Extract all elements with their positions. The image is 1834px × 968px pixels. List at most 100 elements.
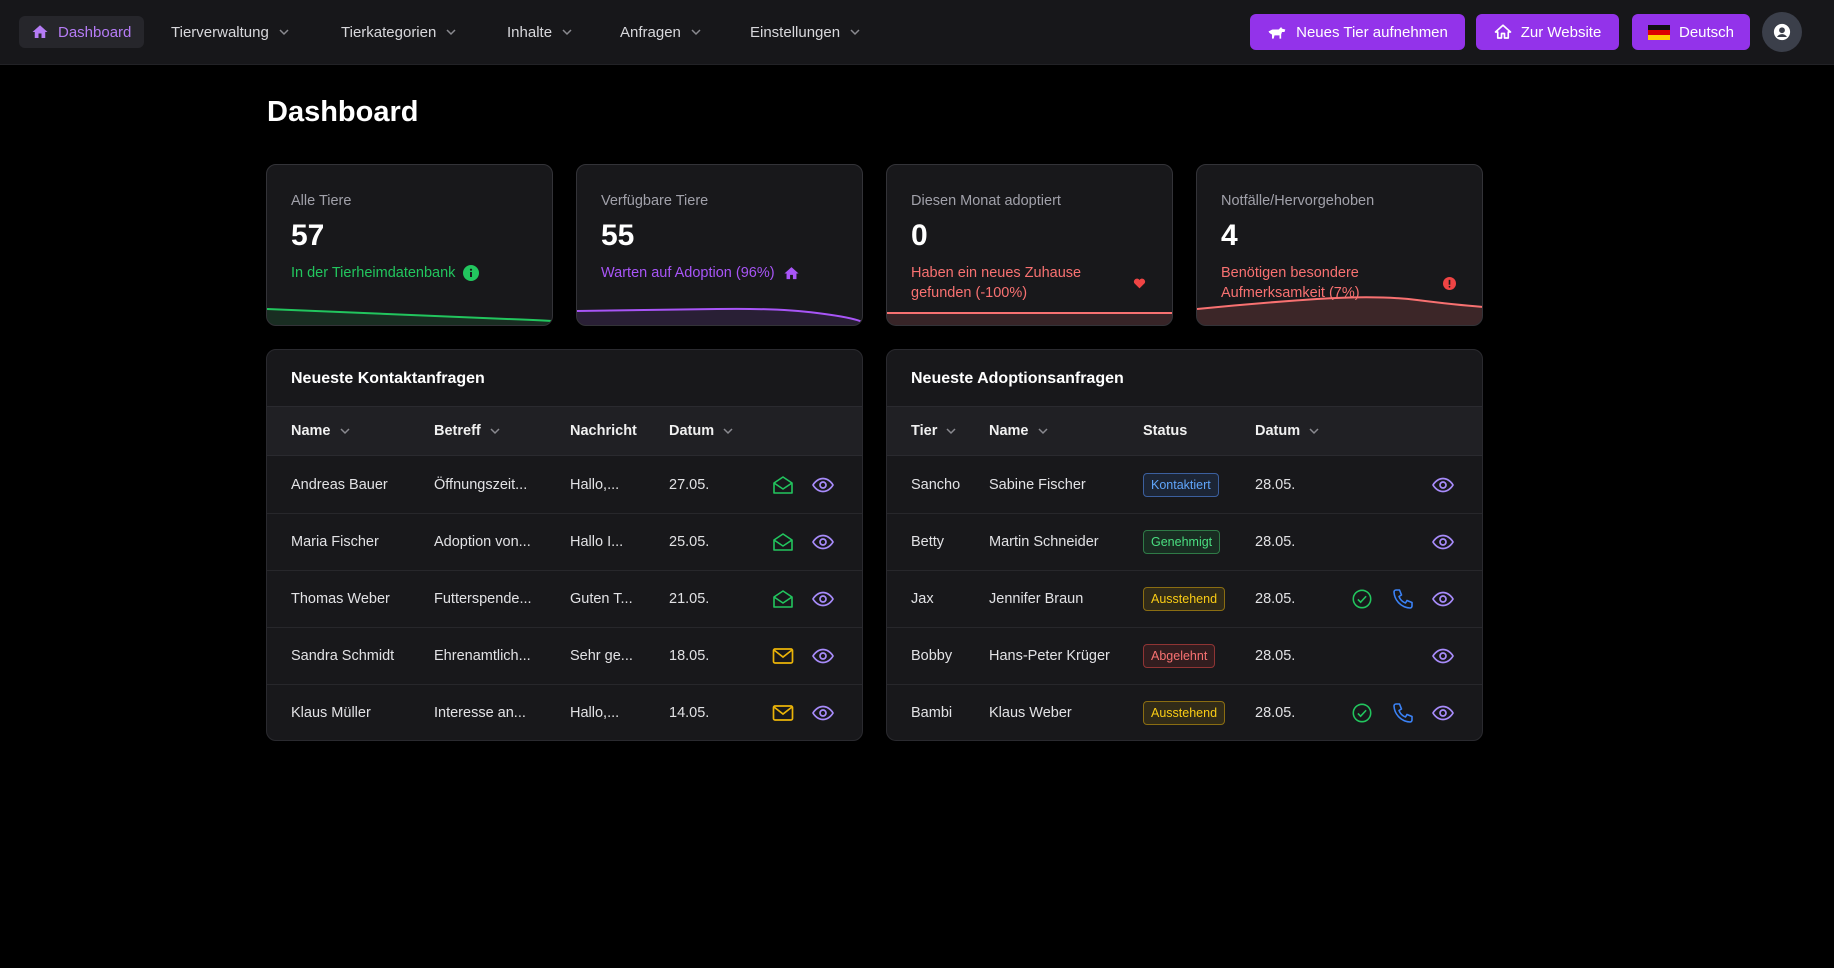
stat-card-emergencies: Notfälle/Hervorgehoben 4 Benötigen beson… [1196,164,1483,326]
user-avatar[interactable] [1762,12,1802,52]
alert-icon [1443,277,1456,290]
website-button[interactable]: Zur Website [1476,14,1619,50]
cell-animal: Betty [911,534,945,550]
status-badge: Abgelehnt [1143,644,1216,668]
column-header-status: Status [1143,423,1187,439]
user-circle-icon [1773,23,1791,41]
new-animal-button[interactable]: Neues Tier aufnehmen [1250,14,1465,50]
cell-name: Andreas Bauer [291,477,388,493]
mark-unread-button[interactable] [771,530,795,559]
cell-message: Sehr ge... [570,648,633,664]
page-title: Dashboard [267,96,419,128]
stat-subtext: In der Tierheimdatenbank [291,263,480,283]
chevron-down-icon [723,428,733,435]
panel-title: Neueste Adoptionsanfragen [911,370,1124,387]
table-row: Klaus Müller Interesse an... Hallo,... 14.0… [267,685,862,740]
stat-label: Alle Tiere [291,193,352,209]
mark-unread-button[interactable] [771,473,795,502]
nav-dashboard[interactable]: Dashboard [19,16,144,48]
view-button[interactable] [811,587,835,616]
column-header-name[interactable]: Name [291,423,351,439]
cell-date: 27.05. [669,477,710,493]
header-label: Datum [1255,423,1301,439]
header-label: Datum [669,423,715,439]
view-button[interactable] [1431,473,1455,502]
cell-animal: Sancho [911,477,961,493]
cell-subject: Futterspende... [434,591,532,607]
nav-label: Einstellungen [750,23,841,41]
stat-subtext: Haben ein neues Zuhause gefunden (-100%) [911,263,1111,303]
stat-value: 0 [911,219,928,252]
info-icon [463,265,480,281]
nav-tierverwaltung[interactable]: Tierverwaltung [171,16,290,48]
call-button[interactable] [1391,701,1415,730]
cell-animal: Bobby [911,648,953,664]
status-badge: Ausstehend [1143,587,1226,611]
eye-icon [812,705,834,721]
language-button[interactable]: Deutsch [1632,14,1750,50]
view-button[interactable] [811,644,835,673]
top-navigation: Dashboard Tierverwaltung Tierkategorien … [0,0,1834,65]
table-row: Sancho Sabine Fischer Kontaktiert 28.05. [887,457,1482,514]
heart-icon [1133,278,1146,289]
nav-tierkategorien[interactable]: Tierkategorien [341,16,457,48]
home-icon [783,266,799,279]
status-badge: Genehmigt [1143,530,1221,554]
stat-label: Verfügbare Tiere [601,193,709,209]
header-label: Tier [911,423,938,439]
cell-name: Sandra Schmidt [291,648,395,664]
mark-read-button[interactable] [771,644,795,673]
home-icon [1494,24,1512,39]
cell-message: Guten T... [570,591,633,607]
mail-open-icon [773,476,793,494]
cell-date: 28.05. [1255,705,1296,721]
chevron-down-icon [691,29,701,36]
cell-animal: Bambi [911,705,953,721]
view-button[interactable] [1431,701,1455,730]
approve-button[interactable] [1351,588,1373,615]
new-animal-label: Neues Tier aufnehmen [1296,23,1448,41]
column-header-date[interactable]: Datum [1255,423,1320,439]
phone-icon [1393,703,1413,723]
header-label: Betreff [434,423,481,439]
cell-subject: Öffnungszeit... [434,477,528,493]
stat-label: Diesen Monat adoptiert [911,193,1061,209]
view-button[interactable] [811,701,835,730]
website-label: Zur Website [1520,23,1602,41]
nav-inhalte[interactable]: Inhalte [507,16,573,48]
view-button[interactable] [1431,587,1455,616]
chevron-down-icon [850,29,860,36]
approve-button[interactable] [1351,702,1373,729]
stat-subtext: Benötigen besondere Aufmerksamkeit (7%) [1221,263,1421,303]
cell-date: 14.05. [669,705,710,721]
cell-date: 28.05. [1255,534,1296,550]
view-button[interactable] [1431,530,1455,559]
eye-icon [812,591,834,607]
nav-einstellungen[interactable]: Einstellungen [750,16,861,48]
nav-label: Tierkategorien [341,23,437,41]
eye-icon [812,534,834,550]
mail-open-icon [773,590,793,608]
cell-subject: Interesse an... [434,705,526,721]
header-label: Name [989,423,1029,439]
nav-anfragen[interactable]: Anfragen [620,16,702,48]
call-button[interactable] [1391,587,1415,616]
stat-subtext-label: Benötigen besondere Aufmerksamkeit (7%) [1221,265,1360,301]
check-circle-icon [1352,589,1372,609]
column-header-name[interactable]: Name [989,423,1049,439]
column-header-subject[interactable]: Betreff [434,423,501,439]
stat-subtext-label: Haben ein neues Zuhause gefunden (-100%) [911,265,1082,301]
stat-label: Notfälle/Hervorgehoben [1221,193,1375,209]
mark-read-button[interactable] [771,701,795,730]
column-header-animal[interactable]: Tier [911,423,957,439]
view-button[interactable] [1431,644,1455,673]
header-label: Nachricht [570,423,637,439]
view-button[interactable] [811,473,835,502]
column-header-message: Nachricht [570,423,637,439]
mark-unread-button[interactable] [771,587,795,616]
eye-icon [1432,705,1454,721]
chevron-down-icon [1309,428,1319,435]
column-header-date[interactable]: Datum [669,423,734,439]
view-button[interactable] [811,530,835,559]
eye-icon [1432,648,1454,664]
